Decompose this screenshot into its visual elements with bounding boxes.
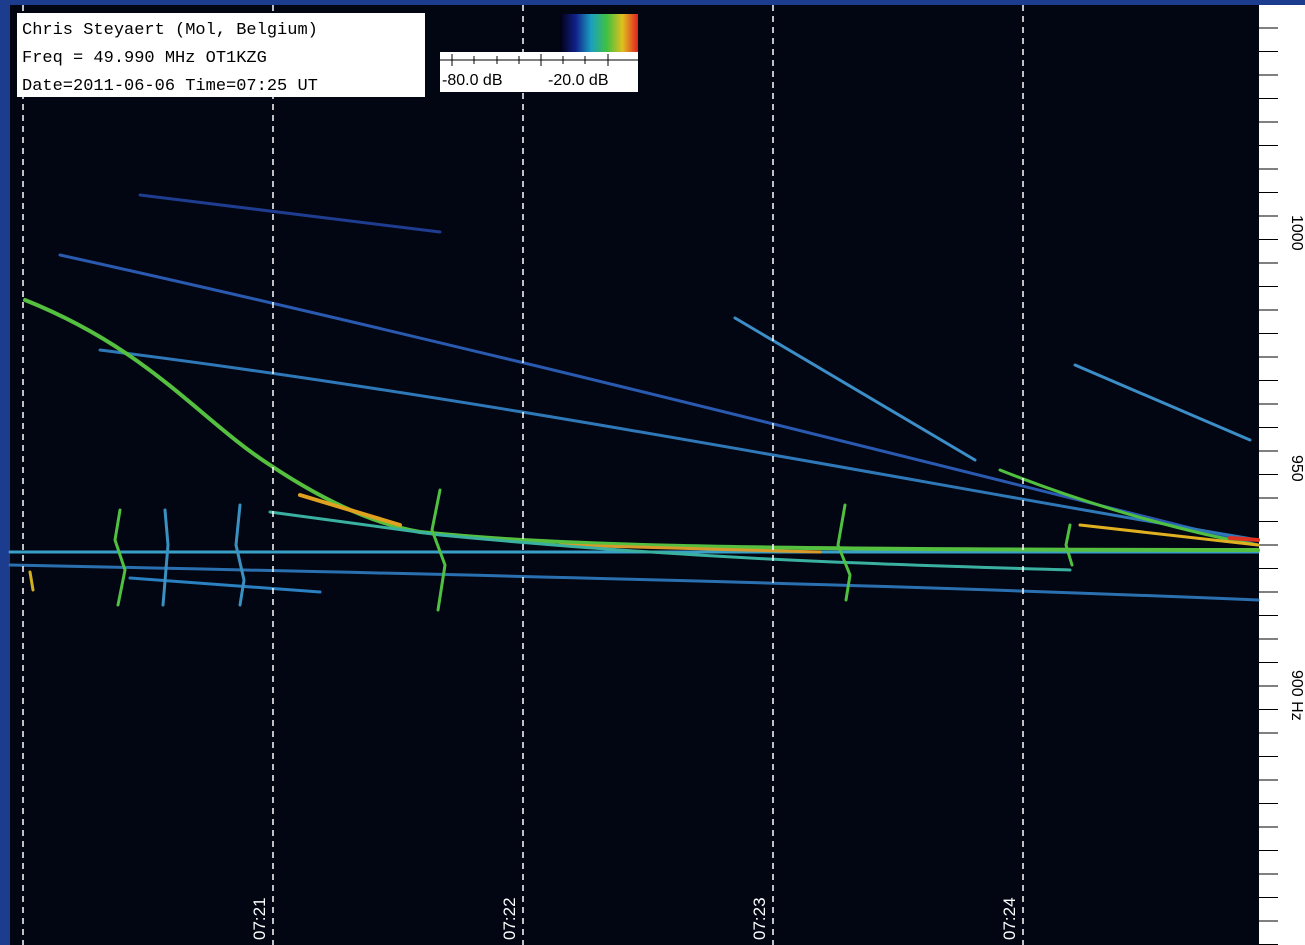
- header-line: Date=2011-06-06 Time=07:25 UT: [22, 77, 318, 96]
- time-label: 07:21: [250, 897, 269, 940]
- colorbar-gradient: [560, 14, 638, 52]
- colorbar-min-label: -80.0 dB: [442, 72, 502, 89]
- plot-area: [10, 5, 1259, 945]
- trace: [1230, 538, 1258, 540]
- header-line: Freq = 49.990 MHz OT1KZG: [22, 49, 267, 68]
- header-box: Chris Steyaert (Mol, Belgium) Freq = 49.…: [17, 13, 425, 97]
- time-label: 07:24: [1000, 897, 1019, 940]
- time-label: 07:23: [750, 897, 769, 940]
- freq-label: 950: [1288, 455, 1305, 482]
- colorbar-max-label: -20.0 dB: [548, 72, 608, 89]
- freq-label: 1000: [1288, 215, 1305, 251]
- page: 07:21 07:22 07:23 07:24 1000 950 900 Hz …: [0, 0, 1305, 945]
- spectrogram-screen: 07:21 07:22 07:23 07:24 1000 950 900 Hz …: [0, 0, 1305, 945]
- time-label: 07:22: [500, 897, 519, 940]
- header-line: Chris Steyaert (Mol, Belgium): [22, 21, 318, 40]
- freq-label: 900 Hz: [1288, 670, 1305, 721]
